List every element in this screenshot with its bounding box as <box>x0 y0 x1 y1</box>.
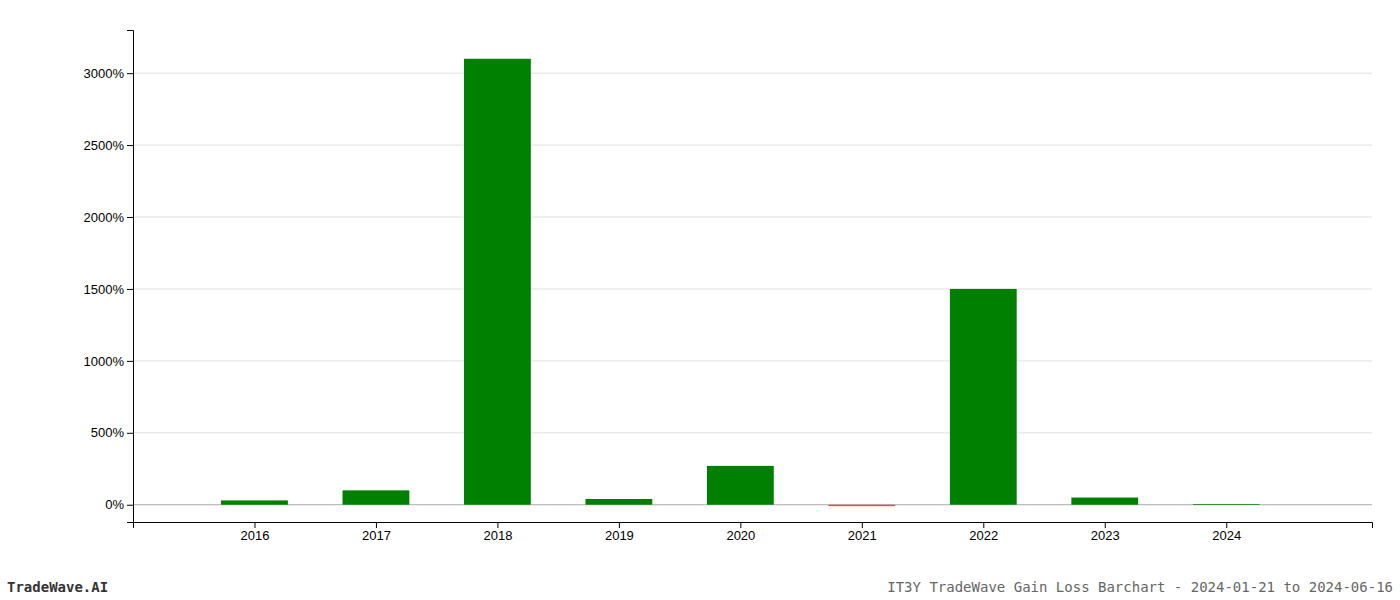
grid-line <box>133 288 1372 289</box>
grid-line <box>133 145 1372 146</box>
bar <box>1071 498 1138 505</box>
x-tick-mark <box>619 522 620 528</box>
x-tick-label: 2023 <box>1091 528 1120 543</box>
x-tick: 2020 <box>726 522 755 543</box>
y-tick: 2000% <box>84 210 133 225</box>
x-tick: 2016 <box>241 522 270 543</box>
bar <box>464 59 531 505</box>
y-tick: 2500% <box>84 138 133 153</box>
y-axis-line <box>127 31 134 523</box>
bar <box>828 505 895 506</box>
x-tick-mark <box>983 522 984 528</box>
y-tick-label: 0% <box>105 497 124 512</box>
y-tick-label: 500% <box>91 425 125 440</box>
chart: 0%500%1000%1500%2000%2500%3000%201620172… <box>0 0 1400 600</box>
x-tick-mark <box>740 522 741 528</box>
bar <box>585 499 652 505</box>
y-tick-mark <box>127 433 133 434</box>
x-tick-mark <box>1105 522 1106 528</box>
bar <box>221 500 288 504</box>
x-tick-mark <box>1226 522 1227 528</box>
x-tick-label: 2021 <box>848 528 877 543</box>
x-tick: 2022 <box>969 522 998 543</box>
y-tick: 1500% <box>84 282 133 297</box>
x-tick: 2019 <box>605 522 634 543</box>
x-axis: 2016 2017 2018 2019 2020 2021 2022 2023 2024 <box>134 522 1373 543</box>
footer-right: IT3Y TradeWave Gain Loss Barchart - 2024… <box>887 579 1393 595</box>
x-tick-label: 2022 <box>969 528 998 543</box>
y-axis: 0% 500% 1000% 1500% 2000% 2500% 3000% <box>84 31 134 523</box>
y-tick-label: 2500% <box>84 138 125 153</box>
x-tick: 2024 <box>1212 522 1241 543</box>
x-axis-line <box>134 523 1373 529</box>
x-tick: 2018 <box>483 522 512 543</box>
y-tick-label: 3000% <box>84 66 125 81</box>
footer-left: TradeWave.AI <box>7 579 108 595</box>
bar <box>707 466 774 505</box>
grid-line <box>133 217 1372 218</box>
x-tick-label: 2018 <box>483 528 512 543</box>
bars <box>221 59 1260 506</box>
bar <box>950 289 1017 505</box>
y-tick: 0% <box>105 497 133 512</box>
y-tick-mark <box>127 361 133 362</box>
grid-line <box>133 432 1372 433</box>
x-tick: 2017 <box>362 522 391 543</box>
x-tick-label: 2020 <box>726 528 755 543</box>
x-tick-mark <box>254 522 255 528</box>
y-tick-mark <box>127 73 133 74</box>
grid-line <box>133 360 1372 361</box>
x-tick-mark <box>376 522 377 528</box>
x-tick-mark <box>862 522 863 528</box>
y-tick: 1000% <box>84 354 133 369</box>
bar <box>343 490 410 504</box>
y-tick-label: 1000% <box>84 354 125 369</box>
x-tick-label: 2024 <box>1212 528 1241 543</box>
y-tick: 500% <box>91 425 133 440</box>
y-tick-mark <box>127 289 133 290</box>
x-tick: 2023 <box>1091 522 1120 543</box>
y-tick-mark <box>127 217 133 218</box>
y-tick-label: 1500% <box>84 282 125 297</box>
plot: 0%500%1000%1500%2000%2500%3000%201620172… <box>84 31 1373 544</box>
x-tick-label: 2016 <box>241 528 270 543</box>
y-tick-mark <box>127 505 133 506</box>
y-tick-mark <box>127 145 133 146</box>
bar <box>1193 504 1260 506</box>
x-tick-mark <box>497 522 498 528</box>
y-tick: 3000% <box>84 66 133 81</box>
grid <box>133 73 1372 505</box>
x-tick-label: 2017 <box>362 528 391 543</box>
x-tick: 2021 <box>848 522 877 543</box>
x-tick-label: 2019 <box>605 528 634 543</box>
grid-line <box>133 73 1372 74</box>
y-tick-label: 2000% <box>84 210 125 225</box>
